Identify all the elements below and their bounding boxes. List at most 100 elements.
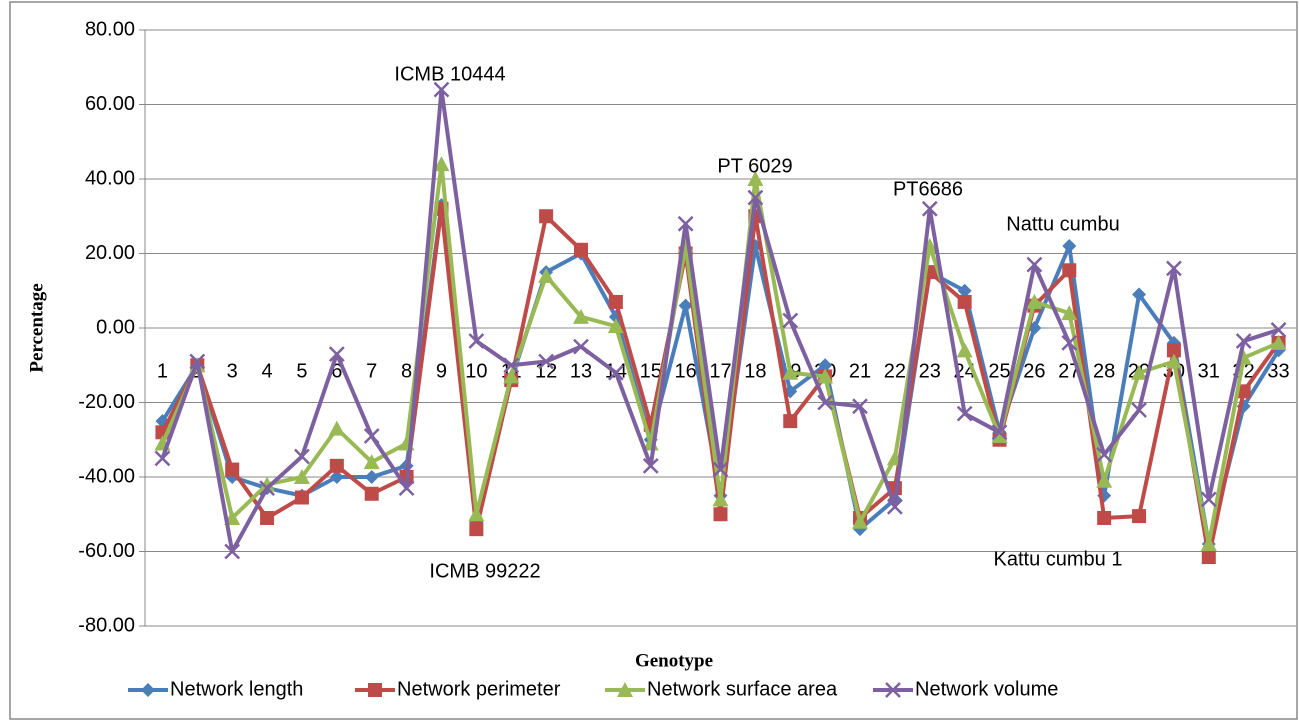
- y-tick-label: 60.00: [85, 93, 135, 115]
- marker: [572, 308, 589, 324]
- marker: [921, 200, 938, 217]
- marker: [1166, 260, 1182, 277]
- marker: [1165, 353, 1182, 369]
- marker: [329, 458, 344, 473]
- legend-marker: [885, 682, 901, 698]
- marker: [713, 507, 728, 522]
- marker: [329, 470, 344, 484]
- marker: [433, 81, 450, 98]
- marker: [817, 368, 834, 384]
- x-tick-label: 28: [1093, 360, 1115, 382]
- marker: [364, 486, 379, 501]
- marker: [991, 428, 1008, 444]
- marker: [956, 342, 973, 358]
- marker: [677, 215, 694, 232]
- marker: [433, 156, 450, 172]
- legend-label: Network volume: [915, 678, 1058, 700]
- x-tick-label: 33: [1267, 360, 1289, 382]
- x-axis-title: Genotype: [635, 650, 713, 671]
- x-tick-label: 13: [570, 360, 592, 382]
- marker: [363, 428, 380, 444]
- x-tick-label: 10: [465, 360, 487, 382]
- legend-marker: [617, 682, 633, 697]
- marker: [224, 543, 241, 560]
- marker: [154, 450, 171, 467]
- x-tick-label: 6: [331, 360, 342, 382]
- marker: [189, 353, 206, 370]
- marker: [1061, 335, 1078, 351]
- marker: [503, 368, 520, 384]
- marker: [468, 506, 485, 522]
- annotation: Kattu cumbu 1: [994, 548, 1123, 570]
- y-tick-label: 40.00: [85, 167, 135, 189]
- marker: [364, 470, 379, 484]
- marker: [991, 424, 1008, 441]
- marker: [294, 448, 310, 465]
- marker: [260, 510, 275, 525]
- y-tick-label: -40.00: [78, 465, 135, 487]
- x-tick-label: 7: [366, 360, 377, 382]
- marker: [1026, 256, 1043, 273]
- y-tick-label: 80.00: [85, 18, 135, 40]
- y-tick-label: 20.00: [85, 242, 135, 264]
- marker: [573, 338, 589, 355]
- marker: [747, 171, 764, 186]
- x-tick-label: 5: [296, 360, 307, 382]
- marker: [328, 420, 345, 436]
- marker: [538, 267, 555, 283]
- marker: [782, 312, 799, 329]
- marker: [817, 394, 834, 411]
- marker: [1026, 293, 1043, 309]
- marker: [1270, 334, 1287, 350]
- marker: [1062, 263, 1077, 278]
- legend-marker: [368, 683, 382, 697]
- x-tick-label: 16: [674, 360, 696, 382]
- marker: [328, 346, 345, 362]
- annotation: ICMB 99222: [429, 560, 540, 582]
- marker: [1201, 550, 1216, 565]
- marker: [225, 462, 240, 477]
- marker: [1200, 536, 1217, 552]
- marker: [747, 189, 764, 206]
- marker: [1097, 510, 1112, 525]
- x-tick-label: 1: [157, 360, 168, 382]
- marker: [957, 283, 972, 298]
- marker: [642, 457, 659, 474]
- marker: [887, 498, 903, 515]
- x-tick-label: 8: [401, 360, 412, 382]
- marker: [607, 318, 624, 334]
- marker: [783, 414, 798, 429]
- x-tick-label: 31: [1198, 360, 1220, 382]
- marker: [398, 480, 415, 497]
- marker: [712, 461, 729, 478]
- series: [154, 81, 1287, 560]
- marker: [1131, 364, 1148, 380]
- y-tick-label: 0.00: [96, 316, 135, 338]
- marker: [293, 469, 310, 484]
- marker: [1061, 305, 1078, 321]
- legend-label: Network length: [170, 678, 303, 700]
- marker: [1200, 491, 1217, 508]
- x-tick-label: 3: [227, 360, 238, 382]
- x-tick-label: 26: [1023, 360, 1045, 382]
- annotation: PT6686: [893, 178, 963, 200]
- y-tick-label: -20.00: [78, 391, 135, 413]
- legend-label: Network surface area: [647, 678, 838, 700]
- x-tick-label: 25: [988, 360, 1010, 382]
- x-tick-label: 9: [436, 360, 447, 382]
- marker: [852, 398, 868, 415]
- marker: [573, 242, 588, 257]
- y-tick-label: -80.00: [78, 614, 135, 636]
- marker: [608, 294, 623, 309]
- marker: [1062, 239, 1077, 254]
- annotation: ICMB 10444: [394, 63, 505, 85]
- marker: [607, 364, 624, 381]
- marker: [1096, 472, 1113, 488]
- marker: [469, 522, 484, 537]
- marker: [1096, 446, 1113, 463]
- marker: [1132, 287, 1147, 302]
- annotation: Nattu cumbu: [1006, 213, 1119, 235]
- legend-label: Network perimeter: [397, 678, 561, 700]
- marker: [782, 364, 799, 380]
